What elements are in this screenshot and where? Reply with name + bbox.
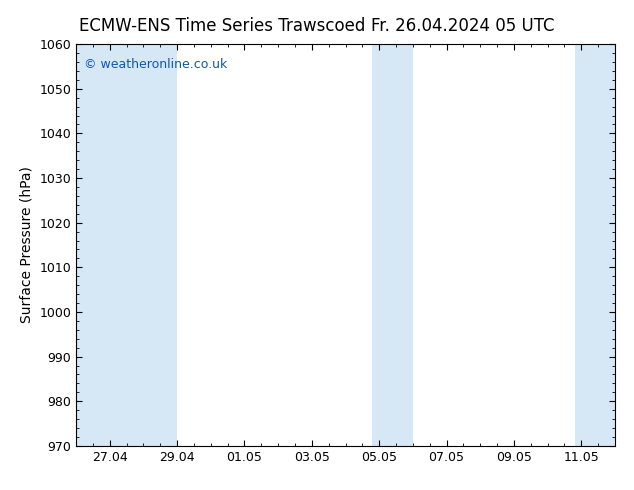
Text: ECMW-ENS Time Series Trawscoed: ECMW-ENS Time Series Trawscoed [79,17,365,35]
Bar [373,44,413,446]
Y-axis label: Surface Pressure (hPa): Surface Pressure (hPa) [20,167,34,323]
Text: © weatheronline.co.uk: © weatheronline.co.uk [84,58,228,71]
Text: Fr. 26.04.2024 05 UTC: Fr. 26.04.2024 05 UTC [371,17,555,35]
Bar [574,44,615,446]
Bar [76,44,177,446]
